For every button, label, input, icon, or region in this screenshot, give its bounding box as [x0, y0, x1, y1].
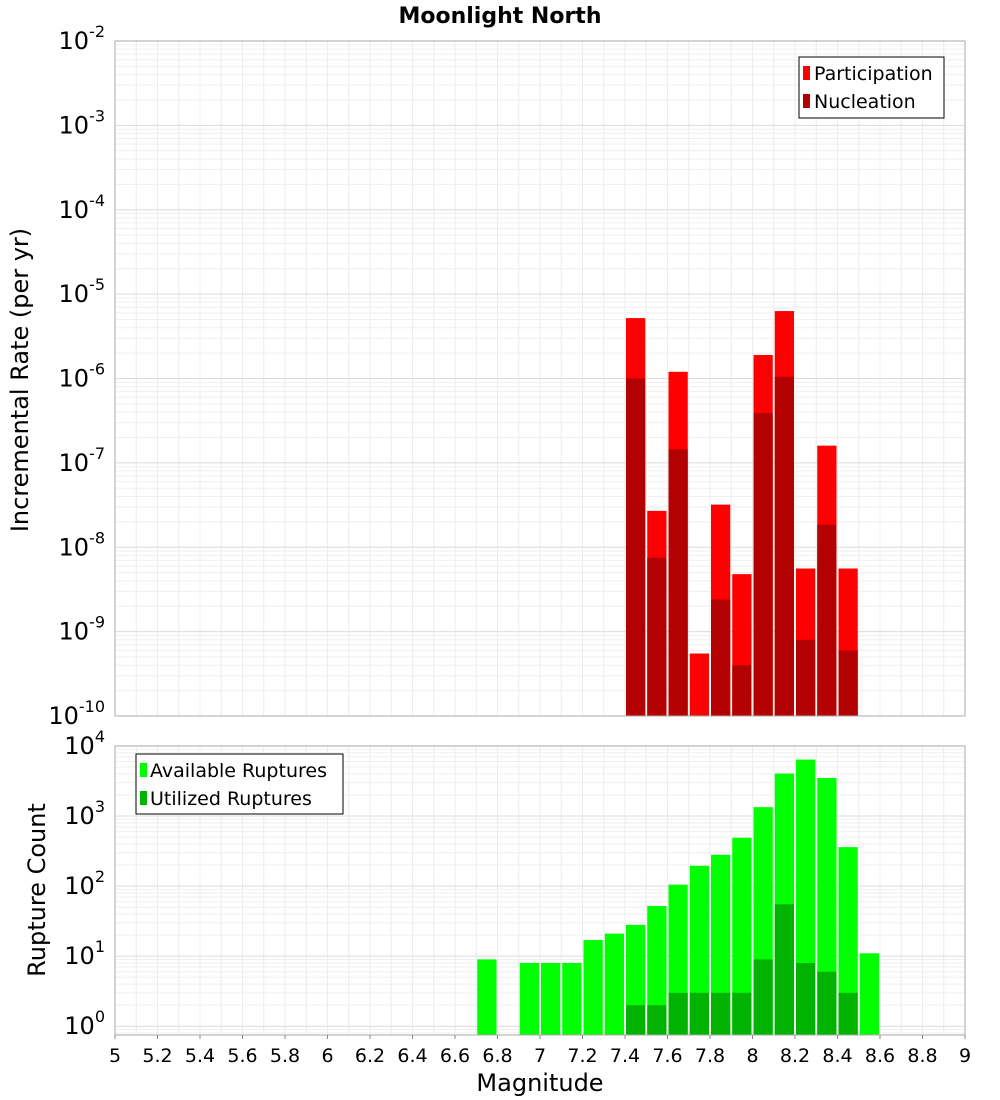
bottom-x-tick-label: 9 [959, 1045, 971, 1067]
bottom-bars [477, 759, 879, 1035]
top-bar-nucleation [668, 449, 688, 716]
top-bar-nucleation [626, 378, 646, 716]
top-panel: 10-10 10-9 10-8 10-7 10-6 10-5 10-4 10-3 10-2 In… [6, 22, 966, 730]
bottom-bar-available-ruptures [604, 933, 624, 1035]
legend-swatch-participation [803, 66, 810, 80]
top-bars [626, 311, 858, 716]
bottom-x-tick-label: 8 [746, 1045, 758, 1067]
bottom-x-tick-label: 5.4 [185, 1045, 215, 1067]
top-bar-participation [689, 653, 709, 716]
bottom-panel: 100 101 102 103 104 5 5.2 5.4 5.6 5.8 6 6.2 6.4 6.6 6… [23, 727, 971, 1097]
top-bar-nucleation [817, 524, 837, 716]
bottom-legend: Available Ruptures Utilized Ruptures [135, 753, 344, 815]
bottom-x-tick-label: 6 [321, 1045, 333, 1067]
top-bar-nucleation [796, 639, 816, 716]
legend-swatch-available [140, 763, 147, 777]
top-y-tick-label: 10-2 [59, 22, 106, 55]
top-bar-nucleation [753, 413, 773, 716]
bottom-x-tick-label: 6.6 [440, 1045, 470, 1067]
bottom-bar-available-ruptures [732, 837, 752, 1035]
top-y-tick-label: 10-3 [59, 106, 106, 139]
bottom-x-tick-label: 7.6 [652, 1045, 682, 1067]
bottom-y-ticks: 100 101 102 103 104 [64, 727, 105, 1040]
top-y-tick-label: 10-5 [59, 275, 106, 308]
bottom-x-tick-label: 7.8 [695, 1045, 725, 1067]
top-grid [114, 40, 966, 717]
bottom-x-tick-label: 8.2 [780, 1045, 810, 1067]
top-bar-nucleation [838, 650, 858, 716]
bottom-x-tick-label: 7 [534, 1045, 546, 1067]
bottom-bar-utilized-ruptures [732, 992, 752, 1035]
top-y-ticks: 10-10 10-9 10-8 10-7 10-6 10-5 10-4 10-3 10-2 [48, 22, 105, 730]
bottom-x-tick-label: 5.6 [227, 1045, 257, 1067]
legend-label-nucleation: Nucleation [814, 91, 916, 113]
top-y-axis-label: Incremental Rate (per yr) [6, 228, 34, 532]
bottom-x-tick-label: 5.2 [142, 1045, 172, 1067]
bottom-x-tick-label: 7.2 [567, 1045, 597, 1067]
bottom-bar-available-ruptures [477, 959, 497, 1035]
bottom-x-tick-label: 6.2 [355, 1045, 385, 1067]
bottom-bar-available-ruptures [647, 906, 667, 1035]
top-y-tick-label: 10-9 [59, 613, 106, 646]
bottom-bar-available-ruptures [711, 854, 731, 1035]
bottom-x-tick-label: 5 [109, 1045, 121, 1067]
bottom-y-tick-label: 104 [64, 727, 105, 760]
legend-label-participation: Participation [814, 63, 933, 85]
top-y-tick-label: 10-7 [59, 444, 106, 477]
top-legend-box [798, 56, 945, 119]
bottom-bar-utilized-ruptures [774, 904, 794, 1035]
bottom-x-tick-label: 7.4 [610, 1045, 640, 1067]
x-axis-label: Magnitude [476, 1069, 603, 1097]
bottom-bar-utilized-ruptures [817, 971, 837, 1035]
bottom-bar-utilized-ruptures [753, 959, 773, 1035]
bottom-bar-utilized-ruptures [796, 962, 816, 1035]
bottom-y-tick-label: 103 [64, 797, 105, 830]
bottom-bar-available-ruptures [541, 962, 561, 1035]
top-y-tick-label: 10-8 [59, 528, 106, 561]
top-bar-nucleation [732, 665, 752, 716]
top-y-tick-label: 10-6 [59, 360, 106, 393]
legend-swatch-nucleation [803, 94, 810, 108]
bottom-x-tick-label: 8.6 [865, 1045, 895, 1067]
bottom-legend-box [135, 753, 344, 815]
bottom-bar-available-ruptures [838, 847, 858, 1035]
bottom-bar-available-ruptures [519, 962, 539, 1035]
top-y-tick-label: 10-10 [48, 697, 105, 730]
bottom-bar-utilized-ruptures [711, 992, 731, 1035]
bottom-bar-utilized-ruptures [647, 1005, 667, 1035]
legend-label-utilized: Utilized Ruptures [150, 788, 312, 810]
chart-title: Moonlight North [398, 4, 601, 29]
bottom-x-tick-label: 6.8 [482, 1045, 512, 1067]
bottom-y-axis-label: Rupture Count [23, 803, 51, 977]
top-legend: Participation Nucleation [798, 56, 945, 119]
bottom-x-tick-label: 8.4 [822, 1045, 852, 1067]
legend-label-available: Available Ruptures [150, 760, 327, 782]
top-plot-frame [114, 40, 966, 717]
top-bar-nucleation [774, 376, 794, 716]
legend-swatch-utilized [140, 791, 147, 805]
bottom-y-tick-label: 100 [64, 1007, 105, 1040]
bottom-bar-available-ruptures [689, 865, 709, 1035]
bottom-bar-available-ruptures [562, 962, 582, 1035]
bottom-x-ticks: 5 5.2 5.4 5.6 5.8 6 6.2 6.4 6.6 6.8 7 7.2 7.4 7.6 7.8 8… [109, 1035, 971, 1067]
top-bar-nucleation [647, 557, 667, 716]
bottom-bar-available-ruptures [859, 953, 879, 1035]
bottom-bar-utilized-ruptures [689, 992, 709, 1035]
bottom-y-tick-label: 102 [64, 867, 105, 900]
top-bar-nucleation [711, 599, 731, 716]
bottom-bar-utilized-ruptures [626, 1005, 646, 1035]
top-y-tick-label: 10-4 [59, 191, 106, 224]
bottom-bar-available-ruptures [817, 777, 837, 1035]
bottom-x-tick-label: 5.8 [270, 1045, 300, 1067]
bottom-bar-utilized-ruptures [668, 992, 688, 1035]
bottom-bar-utilized-ruptures [838, 992, 858, 1035]
bottom-bar-available-ruptures [583, 940, 603, 1035]
bottom-x-tick-label: 8.8 [907, 1045, 937, 1067]
bottom-y-tick-label: 101 [64, 937, 105, 970]
bottom-x-tick-label: 6.4 [397, 1045, 427, 1067]
